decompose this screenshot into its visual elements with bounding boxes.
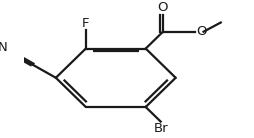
Text: F: F [82, 17, 90, 30]
Text: O: O [158, 1, 168, 14]
Text: Br: Br [153, 122, 168, 135]
Text: N: N [0, 41, 7, 54]
Text: O: O [196, 25, 207, 38]
